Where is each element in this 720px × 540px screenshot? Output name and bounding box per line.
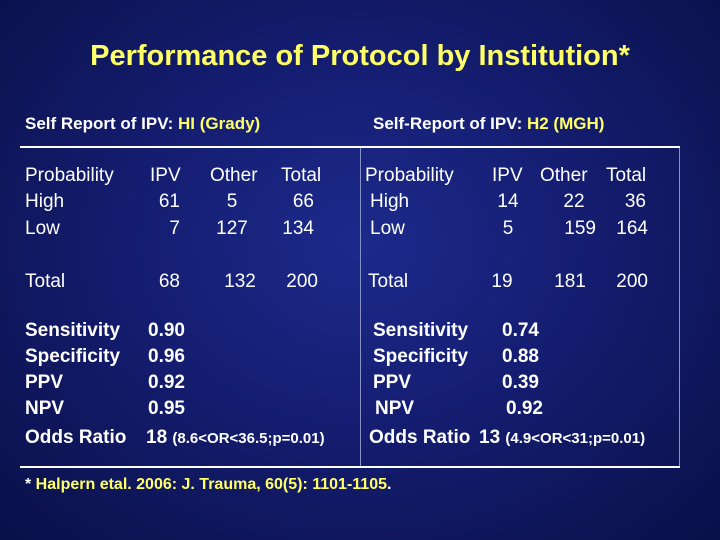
footnote-star: * xyxy=(25,476,36,493)
footer-divider xyxy=(20,466,680,468)
right-header-prefix: Self-Report of IPV: xyxy=(373,114,527,133)
left-metric-value: 0.96 xyxy=(148,346,185,367)
left-odds-number: 18 xyxy=(146,427,168,448)
left-odds-label: Odds Ratio xyxy=(25,427,127,448)
left-metric-value: 0.95 xyxy=(148,398,185,419)
right-cell-other: 22 xyxy=(563,191,585,212)
right-row-label: Low xyxy=(370,218,405,239)
right-col-header-other: Other xyxy=(540,165,588,186)
right-cell-total: 36 xyxy=(624,191,646,212)
right-total-label: Total xyxy=(368,271,409,292)
left-cell-ipv: 61 xyxy=(158,191,180,212)
slide-title: Performance of Protocol by Institution* xyxy=(90,40,630,72)
left-cell-total: 134 xyxy=(282,218,314,239)
left-cell-ipv: 7 xyxy=(169,218,180,239)
left-total-other: 132 xyxy=(224,271,256,292)
left-col-header-other: Other xyxy=(210,165,258,186)
right-metric-value: 0.88 xyxy=(502,346,539,367)
right-header-highlight: H2 (MGH) xyxy=(526,114,605,133)
left-section-header: Self Report of IPV: HI (Grady) xyxy=(25,114,260,134)
left-cell-other: 127 xyxy=(216,218,248,239)
right-odds-ci: (4.9<OR<31;p=0.01) xyxy=(505,430,646,447)
left-col-header-probability: Probability xyxy=(25,165,114,186)
left-total-total: 200 xyxy=(286,271,318,292)
left-row-label: High xyxy=(25,191,65,212)
left-metric-label: Sensitivity xyxy=(25,320,121,341)
left-metric-label: Specificity xyxy=(25,346,121,367)
right-col-header-ipv: IPV xyxy=(492,165,523,186)
right-col-header-total: Total xyxy=(606,165,647,186)
left-metric-value: 0.90 xyxy=(148,320,185,341)
right-col-header-probability: Probability xyxy=(365,165,454,186)
header-divider xyxy=(20,146,680,148)
left-row-label: Low xyxy=(25,218,60,239)
left-odds-ci: (8.6<OR<36.5;p=0.01) xyxy=(172,430,325,447)
footnote-end: . xyxy=(386,476,392,493)
footnote: * Halpern etal. 2006: J. Trauma, 60(5): … xyxy=(25,476,391,494)
right-total-total: 200 xyxy=(616,271,648,292)
left-odds-value: 18 (8.6<OR<36.5;p=0.01) xyxy=(146,425,325,452)
right-section-header: Self-Report of IPV: H2 (MGH) xyxy=(373,114,604,134)
right-cell-total: 164 xyxy=(616,218,648,239)
center-divider xyxy=(360,148,361,466)
left-col-header-ipv: IPV xyxy=(150,165,181,186)
right-metric-value: 0.39 xyxy=(502,372,539,393)
right-total-ipv: 19 xyxy=(491,271,513,292)
left-col-header-total: Total xyxy=(281,165,322,186)
left-total-ipv: 68 xyxy=(158,271,180,292)
left-metric-value: 0.92 xyxy=(148,372,185,393)
left-header-prefix: Self Report of IPV: xyxy=(25,114,179,133)
right-metric-value: 0.74 xyxy=(502,320,539,341)
right-total-other: 181 xyxy=(554,271,586,292)
right-cell-other: 159 xyxy=(564,218,596,239)
left-metric-label: PPV xyxy=(25,372,64,393)
right-odds-value: 13 (4.9<OR<31;p=0.01) xyxy=(479,425,645,452)
footnote-text: Halpern etal. 2006: J. Trauma, 60(5): 11… xyxy=(35,476,387,493)
right-cell-ipv: 14 xyxy=(497,191,519,212)
right-metric-label: NPV xyxy=(375,398,415,419)
right-metric-label: Specificity xyxy=(373,346,469,367)
left-cell-other: 5 xyxy=(226,191,238,212)
right-metric-label: Sensitivity xyxy=(373,320,469,341)
left-header-highlight: HI (Grady) xyxy=(178,114,261,133)
left-metric-label: NPV xyxy=(25,398,65,419)
right-row-label: High xyxy=(370,191,410,212)
right-cell-ipv: 5 xyxy=(502,218,514,239)
right-metric-label: PPV xyxy=(373,372,412,393)
right-metric-value: 0.92 xyxy=(506,398,543,419)
left-total-label: Total xyxy=(25,271,66,292)
left-cell-total: 66 xyxy=(292,191,314,212)
right-odds-number: 13 xyxy=(479,427,501,448)
right-odds-label: Odds Ratio xyxy=(369,427,471,448)
right-divider xyxy=(679,148,680,466)
